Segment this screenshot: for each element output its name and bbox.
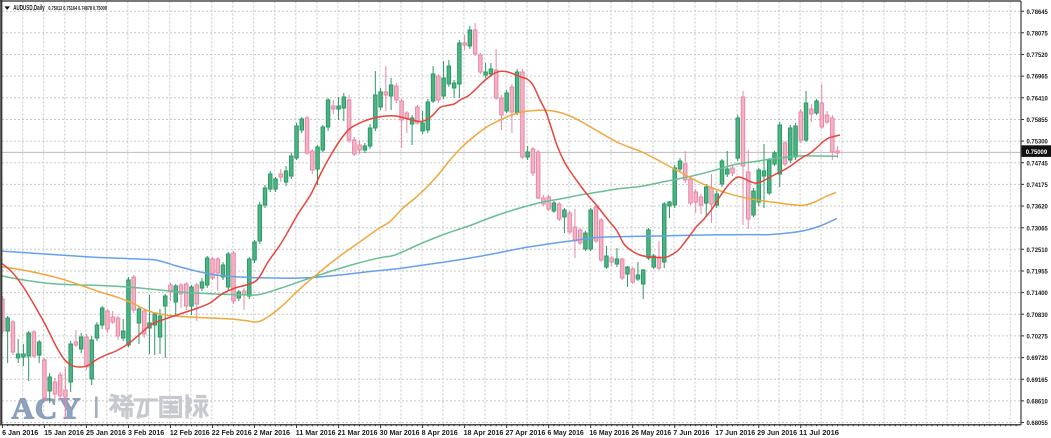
svg-text:30 Mar 2016: 30 Mar 2016 — [380, 430, 420, 437]
svg-text:AUDUSD,Daily: AUDUSD,Daily — [13, 3, 45, 12]
svg-text:11 Jul 2016: 11 Jul 2016 — [799, 430, 839, 437]
svg-text:0.77520: 0.77520 — [1027, 52, 1049, 59]
svg-text:2 Mar 2016: 2 Mar 2016 — [254, 430, 290, 437]
svg-text:6 Jan 2016: 6 Jan 2016 — [2, 430, 38, 437]
svg-text:15 Jan 2016: 15 Jan 2016 — [44, 430, 84, 437]
svg-text:18 Apr 2016: 18 Apr 2016 — [464, 430, 504, 437]
svg-text:26 May 2016: 26 May 2016 — [631, 430, 671, 437]
svg-text:0.71955: 0.71955 — [1027, 269, 1049, 276]
svg-text:0.73620: 0.73620 — [1027, 204, 1049, 211]
svg-text:8 Apr 2016: 8 Apr 2016 — [422, 430, 458, 437]
svg-text:27 Apr 2016: 27 Apr 2016 — [506, 430, 546, 437]
svg-text:0.68610: 0.68610 — [1027, 399, 1049, 406]
svg-text:11 Mar 2016: 11 Mar 2016 — [296, 430, 336, 437]
svg-text:0.68055: 0.68055 — [1027, 420, 1049, 427]
svg-text:0.75009: 0.75009 — [1026, 149, 1048, 156]
svg-text:0.70275: 0.70275 — [1027, 334, 1049, 341]
svg-text:0.76410: 0.76410 — [1027, 95, 1049, 102]
svg-text:0.78075: 0.78075 — [1027, 30, 1049, 37]
svg-text:3 Feb 2016: 3 Feb 2016 — [128, 430, 164, 437]
svg-text:21 Mar 2016: 21 Mar 2016 — [338, 430, 378, 437]
svg-text:0.72510: 0.72510 — [1027, 247, 1049, 254]
svg-text:0.74745: 0.74745 — [1027, 160, 1049, 167]
svg-text:0.70830: 0.70830 — [1027, 312, 1049, 319]
svg-text:0.71400: 0.71400 — [1027, 290, 1049, 297]
svg-text:0.75855: 0.75855 — [1027, 117, 1049, 124]
svg-text:12 Feb 2016: 12 Feb 2016 — [170, 430, 210, 437]
svg-text:0.78645: 0.78645 — [1027, 9, 1049, 16]
svg-text:25 Jan 2016: 25 Jan 2016 — [86, 430, 126, 437]
svg-text:0.69720: 0.69720 — [1027, 355, 1049, 362]
svg-text:0.76965: 0.76965 — [1027, 74, 1049, 81]
svg-text:0.74175: 0.74175 — [1027, 182, 1049, 189]
svg-text:0.75300: 0.75300 — [1027, 139, 1049, 146]
svg-text:6 May 2016: 6 May 2016 — [548, 430, 584, 437]
svg-text:17 Jun 2016: 17 Jun 2016 — [715, 430, 755, 437]
svg-text:29 Jun 2016: 29 Jun 2016 — [757, 430, 797, 437]
svg-text:0.73065: 0.73065 — [1027, 225, 1049, 232]
svg-text:16 May 2016: 16 May 2016 — [589, 430, 629, 437]
svg-text:7 Jun 2016: 7 Jun 2016 — [673, 430, 709, 437]
svg-text:22 Feb 2016: 22 Feb 2016 — [212, 430, 252, 437]
svg-text:0.69165: 0.69165 — [1027, 377, 1049, 384]
svg-text:0.75012 0.75164 0.74878 0.7500: 0.75012 0.75164 0.74878 0.75009 — [48, 6, 107, 12]
